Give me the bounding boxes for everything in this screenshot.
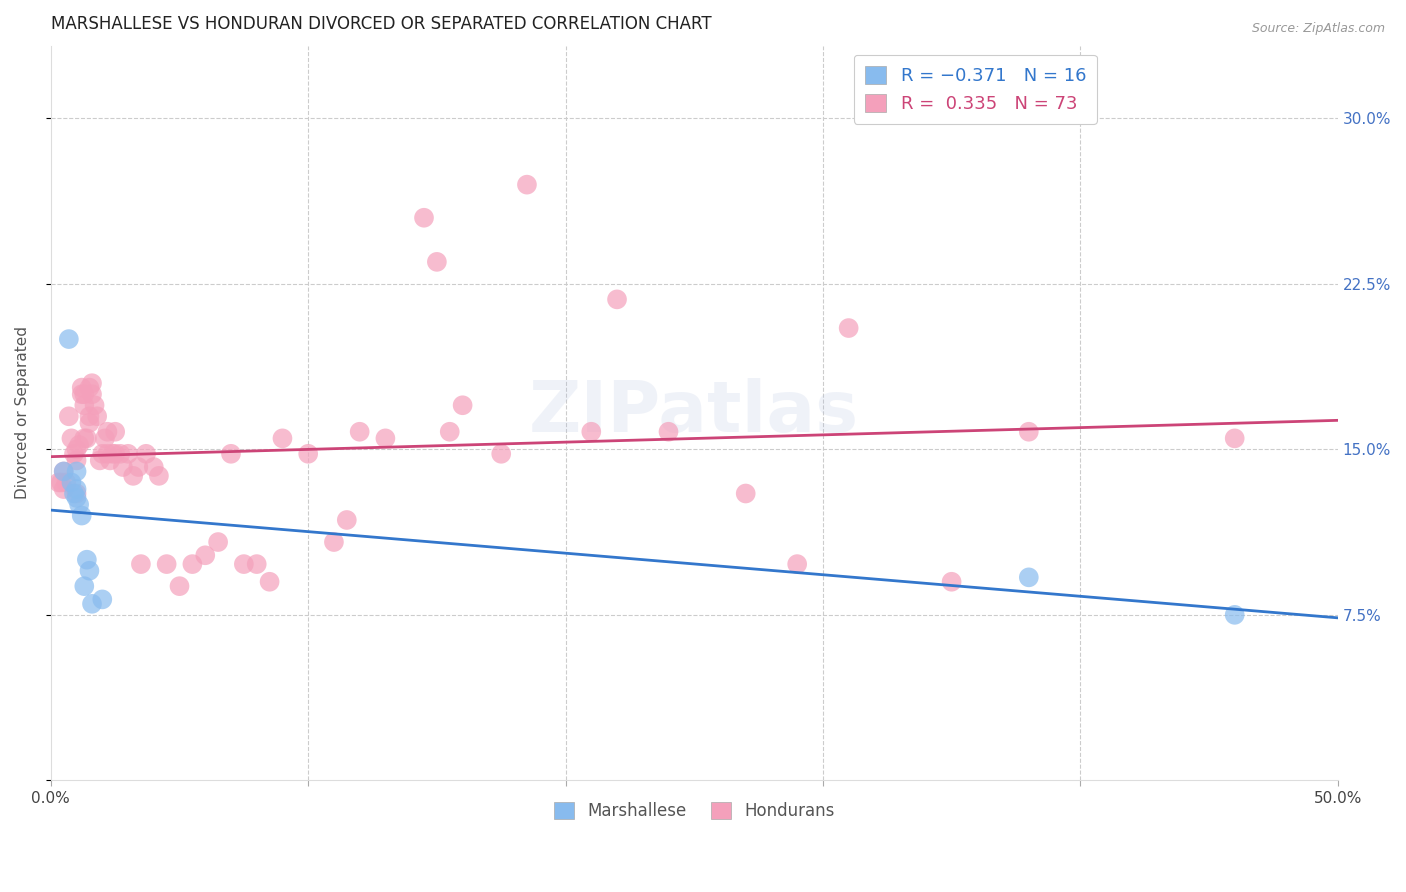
Point — [207, 535, 229, 549]
Point — [127, 460, 149, 475]
Point — [63, 447, 86, 461]
Point — [838, 321, 860, 335]
Point — [55, 475, 77, 490]
Point — [58, 332, 80, 346]
Point — [1223, 431, 1246, 445]
Point — [581, 425, 603, 439]
Point — [111, 460, 134, 475]
Point — [104, 447, 127, 461]
Point — [67, 498, 90, 512]
Point — [606, 293, 628, 307]
Point — [67, 438, 90, 452]
Point — [52, 482, 75, 496]
Point — [246, 557, 269, 571]
Point — [516, 178, 538, 192]
Point — [1018, 570, 1040, 584]
Legend: Marshallese, Hondurans: Marshallese, Hondurans — [547, 796, 842, 827]
Point — [734, 486, 756, 500]
Point — [181, 557, 204, 571]
Point — [65, 465, 87, 479]
Point — [110, 447, 132, 461]
Point — [83, 398, 105, 412]
Point — [104, 425, 127, 439]
Point — [91, 447, 114, 461]
Point — [1018, 425, 1040, 439]
Point — [63, 486, 86, 500]
Point — [73, 398, 96, 412]
Point — [65, 482, 87, 496]
Point — [129, 557, 152, 571]
Point — [65, 491, 87, 505]
Point — [48, 475, 70, 490]
Point — [413, 211, 436, 225]
Point — [89, 453, 111, 467]
Point — [73, 431, 96, 445]
Point — [52, 465, 75, 479]
Point — [142, 460, 165, 475]
Point — [80, 597, 103, 611]
Point — [70, 381, 93, 395]
Point — [135, 447, 157, 461]
Point — [98, 453, 121, 467]
Point — [232, 557, 254, 571]
Point — [1223, 607, 1246, 622]
Text: Source: ZipAtlas.com: Source: ZipAtlas.com — [1251, 22, 1385, 36]
Point — [52, 465, 75, 479]
Point — [349, 425, 371, 439]
Point — [80, 376, 103, 391]
Point — [101, 447, 124, 461]
Point — [86, 409, 108, 424]
Point — [194, 549, 217, 563]
Point — [94, 431, 117, 445]
Point — [73, 579, 96, 593]
Point — [60, 431, 83, 445]
Point — [80, 387, 103, 401]
Point — [941, 574, 963, 589]
Point — [439, 425, 461, 439]
Point — [65, 442, 87, 457]
Point — [259, 574, 281, 589]
Point — [336, 513, 359, 527]
Text: MARSHALLESE VS HONDURAN DIVORCED OR SEPARATED CORRELATION CHART: MARSHALLESE VS HONDURAN DIVORCED OR SEPA… — [51, 15, 711, 33]
Point — [65, 453, 87, 467]
Point — [70, 508, 93, 523]
Point — [451, 398, 474, 412]
Y-axis label: Divorced or Separated: Divorced or Separated — [15, 326, 30, 500]
Point — [219, 447, 242, 461]
Point — [169, 579, 191, 593]
Point — [96, 425, 118, 439]
Point — [117, 447, 139, 461]
Point — [122, 468, 145, 483]
Point — [79, 409, 101, 424]
Point — [91, 592, 114, 607]
Point — [76, 431, 98, 445]
Point — [148, 468, 170, 483]
Point — [426, 255, 449, 269]
Point — [156, 557, 179, 571]
Point — [271, 431, 294, 445]
Point — [374, 431, 396, 445]
Point — [657, 425, 679, 439]
Point — [79, 564, 101, 578]
Point — [786, 557, 808, 571]
Point — [489, 447, 512, 461]
Point — [73, 387, 96, 401]
Point — [49, 475, 72, 490]
Point — [60, 475, 83, 490]
Point — [79, 381, 101, 395]
Point — [297, 447, 319, 461]
Point — [96, 447, 118, 461]
Text: ZIPatlas: ZIPatlas — [529, 378, 859, 448]
Point — [79, 416, 101, 430]
Point — [58, 409, 80, 424]
Point — [70, 387, 93, 401]
Point — [323, 535, 346, 549]
Point — [65, 486, 87, 500]
Point — [76, 552, 98, 566]
